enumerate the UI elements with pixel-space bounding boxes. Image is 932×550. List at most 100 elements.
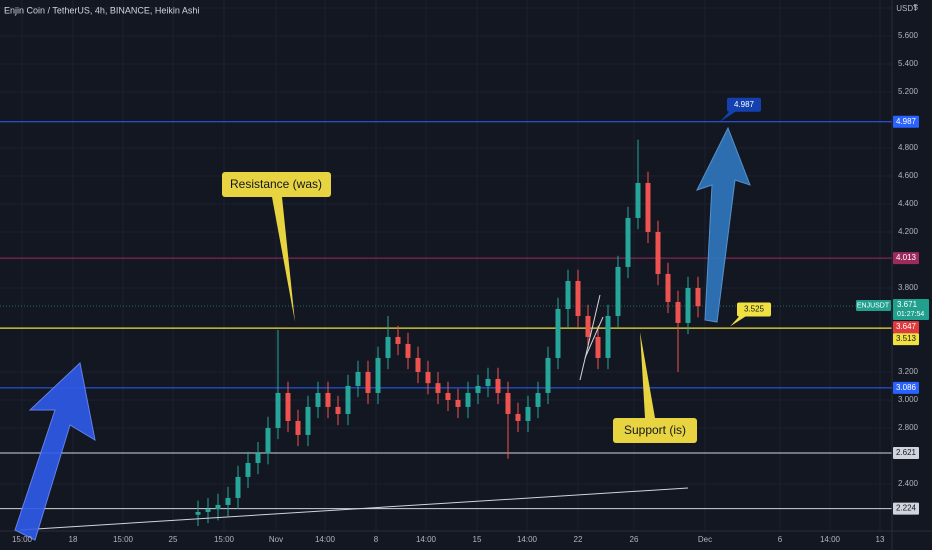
candle-body bbox=[635, 182, 641, 218]
note-pointer bbox=[720, 110, 737, 122]
candle-body bbox=[615, 266, 621, 316]
x-tick-label: 6 bbox=[778, 535, 783, 544]
y-tick-label: 2.800 bbox=[898, 423, 919, 432]
candle-body bbox=[575, 280, 581, 316]
y-tick-label: 5 bbox=[914, 3, 919, 12]
x-tick-label: 25 bbox=[169, 535, 178, 544]
candle-body bbox=[305, 406, 311, 435]
x-tick-label: 15:00 bbox=[113, 535, 134, 544]
candle-body bbox=[645, 182, 651, 232]
candle-body bbox=[235, 476, 241, 498]
y-tick-label: 3.200 bbox=[898, 367, 919, 376]
note-pointer bbox=[730, 315, 747, 327]
x-tick-label: Nov bbox=[269, 535, 283, 544]
x-tick-label: 26 bbox=[630, 535, 639, 544]
annotation: Support (is) bbox=[624, 423, 686, 437]
candle-body bbox=[255, 453, 261, 463]
candle-body bbox=[355, 371, 361, 386]
candle-body bbox=[475, 385, 481, 393]
countdown: 01:27:54 bbox=[897, 311, 924, 318]
candle-body bbox=[345, 385, 351, 414]
x-tick-label: 14:00 bbox=[517, 535, 538, 544]
candle-body bbox=[625, 217, 631, 267]
callout-pointer bbox=[272, 197, 295, 322]
y-tick-label: 5.600 bbox=[898, 31, 919, 40]
last-price-bg bbox=[893, 299, 929, 321]
wedge-line bbox=[584, 316, 604, 359]
candle-body bbox=[415, 357, 421, 372]
y-tick-label: 4.800 bbox=[898, 143, 919, 152]
candle-body bbox=[395, 336, 401, 344]
last-price: 3.671 bbox=[897, 300, 918, 309]
annotation: Resistance (was) bbox=[230, 177, 322, 191]
candle-body bbox=[365, 371, 371, 393]
level-label-bg bbox=[893, 502, 919, 515]
candle-body bbox=[435, 383, 441, 393]
price-axis: 5 5.600 5.400 5.200 4.800 4.600 4.400 4.200 3.80… bbox=[12, 3, 929, 544]
x-tick-label: 18 bbox=[69, 535, 78, 544]
candle-body bbox=[335, 406, 341, 414]
marks: 3.525 4.987 bbox=[0, 97, 892, 526]
y-tick-label: 5.200 bbox=[898, 87, 919, 96]
note-bg bbox=[727, 97, 761, 112]
candle-body bbox=[505, 392, 511, 414]
candle-body bbox=[565, 280, 571, 309]
level-label-bg bbox=[893, 447, 919, 460]
candle-body bbox=[325, 392, 331, 407]
x-tick-label: 14:00 bbox=[416, 535, 437, 544]
level-label: 2.224 bbox=[896, 504, 917, 513]
candle-body bbox=[295, 420, 301, 435]
note-label: 3.525 bbox=[744, 305, 765, 314]
x-tick-label: 15:00 bbox=[12, 535, 33, 544]
arrow-up bbox=[14, 362, 96, 541]
candle-body bbox=[685, 287, 691, 323]
candle-body bbox=[545, 357, 551, 393]
x-tick-label: 14:00 bbox=[315, 535, 336, 544]
candle-body bbox=[285, 392, 291, 421]
callout bbox=[613, 418, 697, 443]
candle-body bbox=[245, 462, 251, 477]
marker-price-bg bbox=[893, 321, 919, 334]
candle-body bbox=[655, 231, 661, 274]
candle-body bbox=[465, 392, 471, 407]
y-tick-label: 2.400 bbox=[898, 479, 919, 488]
note-bg bbox=[737, 302, 771, 317]
wedge-line bbox=[579, 294, 601, 381]
y-tick-label: 3.000 bbox=[898, 395, 919, 404]
y-tick-label: 5.400 bbox=[898, 59, 919, 68]
level-label-bg bbox=[893, 381, 919, 394]
currency-label: USDT bbox=[896, 4, 918, 13]
support-label-bg bbox=[893, 333, 919, 346]
y-tick-label: 4.200 bbox=[898, 227, 919, 236]
trend-line bbox=[19, 487, 689, 531]
candle-body bbox=[585, 315, 591, 337]
candle-body bbox=[555, 308, 561, 358]
candle-body bbox=[275, 392, 281, 428]
x-tick-label: 15 bbox=[473, 535, 482, 544]
candle-body bbox=[205, 509, 211, 512]
y-tick-label: 4.400 bbox=[898, 199, 919, 208]
candle-body bbox=[265, 427, 271, 454]
candle-body bbox=[405, 343, 411, 358]
x-tick-label: Dec bbox=[698, 535, 712, 544]
candle-body bbox=[315, 392, 321, 407]
x-tick-label: 15:00 bbox=[214, 535, 235, 544]
level-label-bg bbox=[893, 115, 919, 128]
y-tick-label: 3.800 bbox=[898, 283, 919, 292]
chart-title: Enjin Coin / TetherUS, 4h, BINANCE, Heik… bbox=[4, 5, 199, 15]
level-label: 4.987 bbox=[896, 117, 917, 126]
x-tick-label: 8 bbox=[374, 535, 379, 544]
candle-body bbox=[225, 497, 231, 505]
x-tick-label: 13 bbox=[876, 535, 885, 544]
candle-body bbox=[375, 357, 381, 393]
callout bbox=[222, 172, 331, 197]
candle-body bbox=[535, 392, 541, 407]
level-label-bg bbox=[893, 252, 919, 265]
candle-body bbox=[495, 378, 501, 393]
marker-price: 3.647 bbox=[896, 322, 917, 331]
note-label: 4.987 bbox=[734, 100, 755, 109]
symbol-bg bbox=[856, 300, 891, 312]
